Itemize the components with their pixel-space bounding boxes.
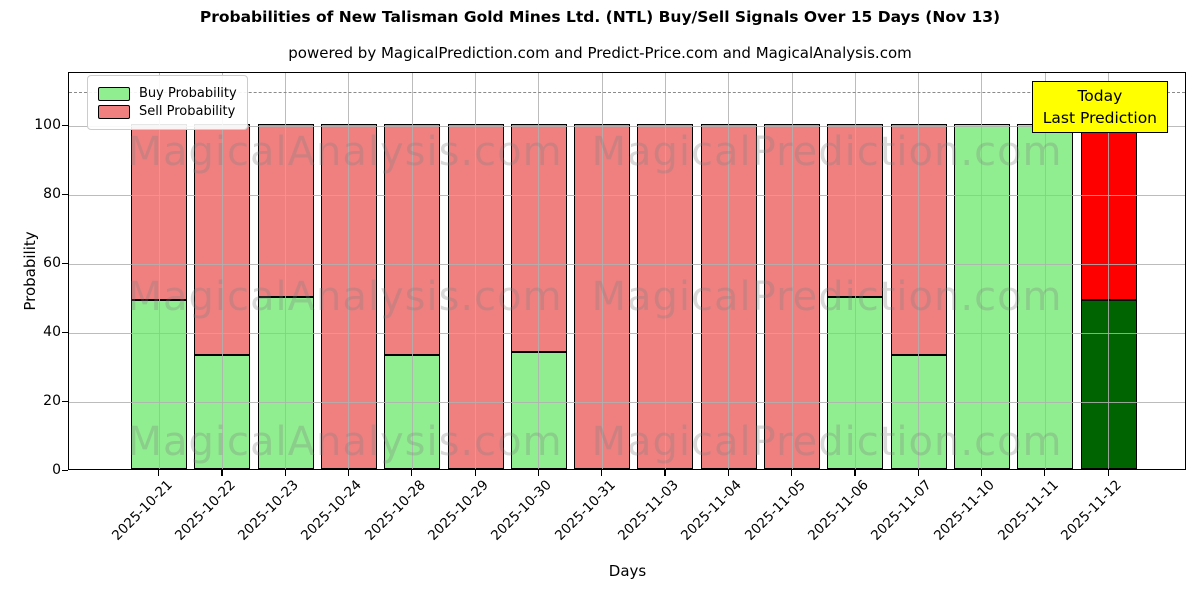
x-tick-mark [284,470,286,476]
v-gridline [1108,73,1109,469]
x-tick-mark [601,470,603,476]
x-tick-label: 2025-11-05 [741,477,809,544]
y-tick-label: 20 [43,393,61,409]
y-tick-label: 100 [34,117,61,133]
x-tick-mark [791,470,793,476]
v-gridline [728,73,730,469]
h-gridline [69,195,1185,196]
x-tick-mark [474,470,476,476]
x-tick-label: 2025-10-24 [298,477,366,544]
x-tick-label: 2025-10-21 [108,477,176,544]
x-tick-label: 2025-11-10 [931,477,999,544]
h-gridline [69,126,1185,127]
h-gridline [69,333,1185,334]
legend-label-buy: Buy Probability [139,86,237,101]
x-tick-mark [980,470,983,476]
chart-subtitle: powered by MagicalPrediction.com and Pre… [288,44,912,62]
x-tick-label: 2025-11-03 [614,477,682,544]
y-tick-mark [62,125,68,127]
plot-area [68,72,1186,470]
watermark-text: MagicalPrediction.com [591,419,1063,465]
x-tick-label: 2025-10-28 [361,477,429,544]
x-tick-label: 2025-11-11 [994,477,1062,544]
today-dashed-line [69,91,1185,93]
x-tick-mark [537,470,540,476]
watermark-text: MagicalAnalysis.com [127,274,563,320]
y-tick-mark [62,332,68,334]
y-tick-mark [62,194,68,196]
today-annotation-line1: Today [1077,87,1123,105]
x-tick-mark [411,470,413,476]
y-tick-mark [62,263,68,265]
legend-item-sell: Sell Probability [98,104,237,119]
x-tick-mark [917,470,919,476]
x-tick-mark [854,470,856,476]
x-tick-mark [347,470,350,476]
v-gridline [918,73,920,469]
y-axis-label: Probability [21,231,39,311]
v-gridline [791,73,793,469]
x-tick-mark [1107,470,1109,476]
y-tick-label: 60 [43,255,61,271]
v-gridline [854,73,856,469]
x-tick-mark [221,470,223,476]
v-gridline [158,73,160,469]
x-tick-label: 2025-11-07 [868,477,935,544]
h-gridline [69,402,1185,403]
x-tick-label: 2025-10-30 [488,477,556,544]
x-tick-label: 2025-11-12 [1058,477,1125,544]
v-gridline [348,73,350,469]
legend-label-sell: Sell Probability [139,104,236,119]
x-tick-mark [1044,470,1046,476]
watermark-text: MagicalPrediction.com [591,129,1063,175]
v-gridline [221,73,223,469]
x-axis-label: Days [608,562,647,580]
x-tick-label: 2025-11-04 [678,477,746,544]
x-tick-label: 2025-10-22 [171,477,239,544]
v-gridline [475,73,476,469]
x-tick-mark [664,470,666,476]
h-gridline [69,264,1185,265]
today-annotation: Today Last Prediction [1031,81,1168,133]
watermark-text: MagicalPrediction.com [591,274,1063,320]
v-gridline [601,73,603,469]
x-tick-mark [727,470,729,476]
watermark-text: MagicalAnalysis.com [127,129,563,175]
v-gridline [664,73,666,469]
x-tick-label: 2025-10-23 [235,477,302,544]
v-gridline [285,73,287,469]
chart-title: Probabilities of New Talisman Gold Mines… [199,8,1001,26]
y-tick-label: 40 [43,324,61,340]
x-tick-label: 2025-11-06 [804,477,872,544]
y-tick-mark [62,470,68,472]
y-tick-mark [62,401,68,403]
v-gridline [981,73,983,469]
v-gridline [411,73,413,469]
v-gridline [1044,73,1046,469]
y-tick-label: 0 [52,462,61,478]
v-gridline [538,73,540,469]
buy-color-swatch [98,86,130,101]
legend: Buy Probability Sell Probability [87,75,248,130]
y-tick-label: 80 [43,186,61,202]
sell-color-swatch [98,104,130,119]
today-annotation-line2: Last Prediction [1042,109,1157,127]
legend-item-buy: Buy Probability [98,86,237,101]
x-tick-mark [158,470,160,476]
x-tick-label: 2025-10-31 [551,477,619,544]
x-tick-label: 2025-10-29 [425,477,492,544]
watermark-text: MagicalAnalysis.com [127,419,563,465]
